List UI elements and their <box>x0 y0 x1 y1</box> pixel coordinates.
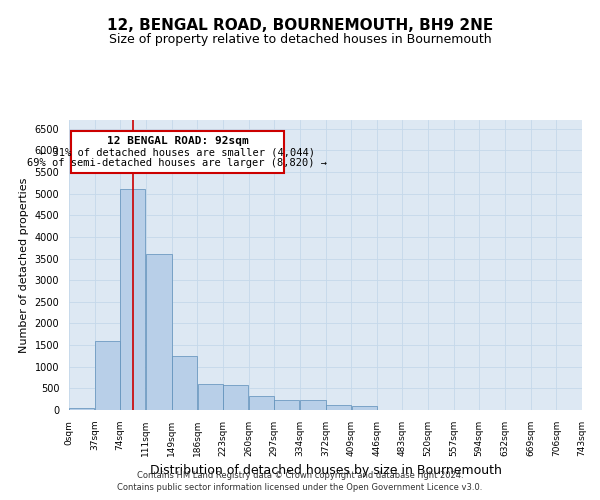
Bar <box>120 190 145 410</box>
Text: 12, BENGAL ROAD, BOURNEMOUTH, BH9 2NE: 12, BENGAL ROAD, BOURNEMOUTH, BH9 2NE <box>107 18 493 32</box>
FancyBboxPatch shape <box>71 131 284 173</box>
Text: Contains HM Land Registry data © Crown copyright and database right 2024.
Contai: Contains HM Land Registry data © Crown c… <box>118 471 482 492</box>
Text: Size of property relative to detached houses in Bournemouth: Size of property relative to detached ho… <box>109 32 491 46</box>
Bar <box>197 384 223 410</box>
Bar <box>274 400 299 410</box>
Bar <box>248 396 274 410</box>
Y-axis label: Number of detached properties: Number of detached properties <box>19 178 29 352</box>
Bar <box>326 405 351 410</box>
X-axis label: Distribution of detached houses by size in Bournemouth: Distribution of detached houses by size … <box>149 464 502 477</box>
Bar <box>223 385 248 410</box>
Text: ← 31% of detached houses are smaller (4,044): ← 31% of detached houses are smaller (4,… <box>40 148 315 158</box>
Bar <box>69 408 94 410</box>
Bar <box>172 356 197 410</box>
Bar <box>146 254 172 410</box>
Text: 12 BENGAL ROAD: 92sqm: 12 BENGAL ROAD: 92sqm <box>107 136 248 146</box>
Bar <box>300 400 326 410</box>
Text: 69% of semi-detached houses are larger (8,820) →: 69% of semi-detached houses are larger (… <box>28 158 328 168</box>
Bar <box>95 340 120 410</box>
Bar <box>352 406 377 410</box>
